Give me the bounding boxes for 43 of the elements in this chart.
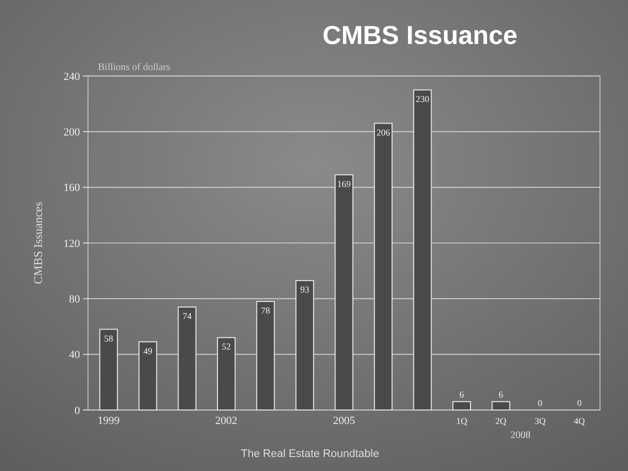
- data-label: 74: [182, 311, 192, 322]
- bar: [334, 174, 354, 410]
- bar: [492, 401, 510, 410]
- y-tick-label: 120: [64, 238, 80, 250]
- data-label: 49: [143, 346, 153, 356]
- x-tick-label: 2Q: [495, 416, 507, 426]
- bar: [374, 122, 393, 410]
- bar: [295, 280, 314, 410]
- x-tick-label: 4Q: [574, 416, 586, 426]
- y-tick-label: 240: [64, 70, 80, 83]
- x-tick-label: 3Q: [534, 416, 546, 426]
- y-tick-label: 80: [69, 294, 80, 306]
- data-label: 6: [459, 390, 464, 400]
- x-tick-label: 1999: [98, 415, 120, 427]
- data-label: 93: [300, 284, 310, 295]
- data-label: 0: [577, 398, 582, 408]
- y-tick-label: 200: [64, 126, 80, 139]
- bar: [452, 401, 472, 410]
- data-label: 169: [337, 178, 352, 189]
- data-label: 6: [498, 390, 504, 400]
- data-label: 58: [104, 333, 114, 344]
- y-tick-label: 0: [74, 404, 80, 417]
- data-label: 78: [261, 305, 271, 316]
- bar: [256, 300, 275, 410]
- x-tick-label: 2002: [215, 415, 238, 427]
- text: 2008: [510, 430, 531, 441]
- y-tick-label: 40: [69, 349, 80, 362]
- chart-title: CMBS Issuance: [322, 20, 518, 50]
- data-label: 230: [416, 94, 430, 104]
- x-tick-label: 2005: [333, 415, 356, 427]
- bar: [99, 328, 118, 410]
- bar: [178, 306, 196, 410]
- text: Billions of dollars: [98, 62, 170, 73]
- data-label: 52: [222, 342, 231, 352]
- bar: [138, 341, 158, 410]
- data-label: 206: [376, 127, 390, 138]
- x-tick-label: 1Q: [456, 416, 468, 426]
- y-axis-title: CMBS Issuances: [31, 202, 45, 284]
- bar: [413, 89, 432, 410]
- y-tick-label: 160: [64, 182, 80, 194]
- data-label: 0: [538, 398, 543, 408]
- bar: [216, 337, 236, 410]
- text: The Real Estate Roundtable: [240, 448, 380, 460]
